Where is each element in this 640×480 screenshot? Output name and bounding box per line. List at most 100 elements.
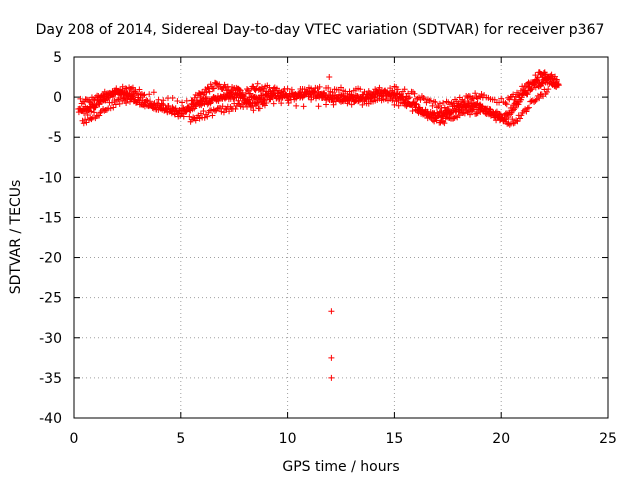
data-point <box>120 89 127 96</box>
data-point <box>130 98 137 105</box>
data-point <box>84 112 91 119</box>
data-point <box>230 95 237 102</box>
data-point <box>303 88 310 95</box>
data-point <box>141 99 148 106</box>
data-point <box>440 99 447 106</box>
data-point <box>232 105 239 112</box>
data-point <box>266 84 273 91</box>
data-point <box>479 107 486 114</box>
x-tick-label: 25 <box>599 431 617 447</box>
data-point <box>464 94 471 101</box>
data-point <box>431 118 438 125</box>
data-point <box>432 99 439 106</box>
data-point <box>509 107 516 114</box>
data-point <box>174 97 181 104</box>
data-point <box>169 95 176 102</box>
data-point <box>253 94 260 101</box>
data-point <box>107 105 114 112</box>
data-point <box>80 120 87 127</box>
data-point <box>320 89 327 96</box>
data-point <box>87 99 94 106</box>
data-point <box>552 79 559 86</box>
data-point <box>450 100 457 107</box>
data-point <box>473 110 480 117</box>
data-point <box>418 108 425 115</box>
data-point <box>295 90 302 97</box>
x-tick-label: 20 <box>492 431 510 447</box>
data-point <box>252 102 259 109</box>
data-point <box>254 99 261 106</box>
data-point <box>481 106 488 113</box>
data-point <box>338 84 344 91</box>
data-point <box>391 101 398 108</box>
data-point <box>284 85 291 92</box>
data-point <box>478 91 485 98</box>
data-point <box>247 103 254 110</box>
y-tick-label: -25 <box>39 291 62 307</box>
data-point <box>420 109 427 116</box>
x-tick-label: 10 <box>279 431 297 447</box>
data-point <box>497 111 504 118</box>
data-point <box>286 90 293 97</box>
data-point <box>389 97 396 104</box>
data-point <box>241 94 248 101</box>
data-point <box>452 105 459 112</box>
data-point <box>459 96 466 103</box>
data-point <box>447 110 454 117</box>
data-point <box>395 102 402 109</box>
data-point <box>169 107 176 114</box>
data-point <box>310 88 317 95</box>
data-point <box>434 113 441 120</box>
data-point <box>197 110 204 117</box>
data-point <box>82 116 89 123</box>
data-point <box>97 109 104 116</box>
data-point <box>357 96 364 103</box>
data-point <box>138 90 145 97</box>
data-point <box>105 90 112 97</box>
data-point <box>204 113 211 120</box>
data-point <box>365 88 372 95</box>
data-point <box>129 84 136 91</box>
data-point <box>204 101 211 108</box>
data-point <box>532 97 539 104</box>
data-point <box>512 104 519 111</box>
data-point <box>538 71 545 78</box>
data-point <box>190 99 197 106</box>
y-axis-title: SDTVAR / TECUs <box>8 180 24 295</box>
data-point <box>414 95 421 102</box>
data-point <box>405 90 412 97</box>
data-point <box>308 96 315 103</box>
data-point <box>411 102 418 109</box>
data-point <box>539 80 546 87</box>
data-point <box>315 103 322 110</box>
data-point <box>288 86 295 93</box>
data-point <box>115 96 122 103</box>
tick-marks <box>73 56 609 419</box>
data-point <box>467 111 474 118</box>
data-point <box>153 106 160 113</box>
data-point <box>286 93 293 100</box>
data-point <box>515 91 522 98</box>
data-point <box>160 97 167 104</box>
data-point <box>422 108 429 115</box>
data-point <box>96 112 103 119</box>
data-point <box>424 96 431 103</box>
data-point <box>175 113 182 120</box>
data-point <box>516 92 523 99</box>
data-points <box>75 69 562 381</box>
data-point <box>486 109 493 116</box>
data-point <box>186 113 193 120</box>
data-point <box>436 100 443 107</box>
data-point <box>440 118 447 125</box>
data-point <box>414 106 421 113</box>
data-point <box>241 99 248 106</box>
data-point <box>247 90 254 97</box>
data-point <box>113 85 120 92</box>
data-point <box>430 98 437 105</box>
data-point <box>203 89 210 96</box>
data-point <box>151 100 158 107</box>
data-point <box>502 100 509 107</box>
y-tick-label: -30 <box>39 331 62 347</box>
data-point <box>117 86 124 93</box>
